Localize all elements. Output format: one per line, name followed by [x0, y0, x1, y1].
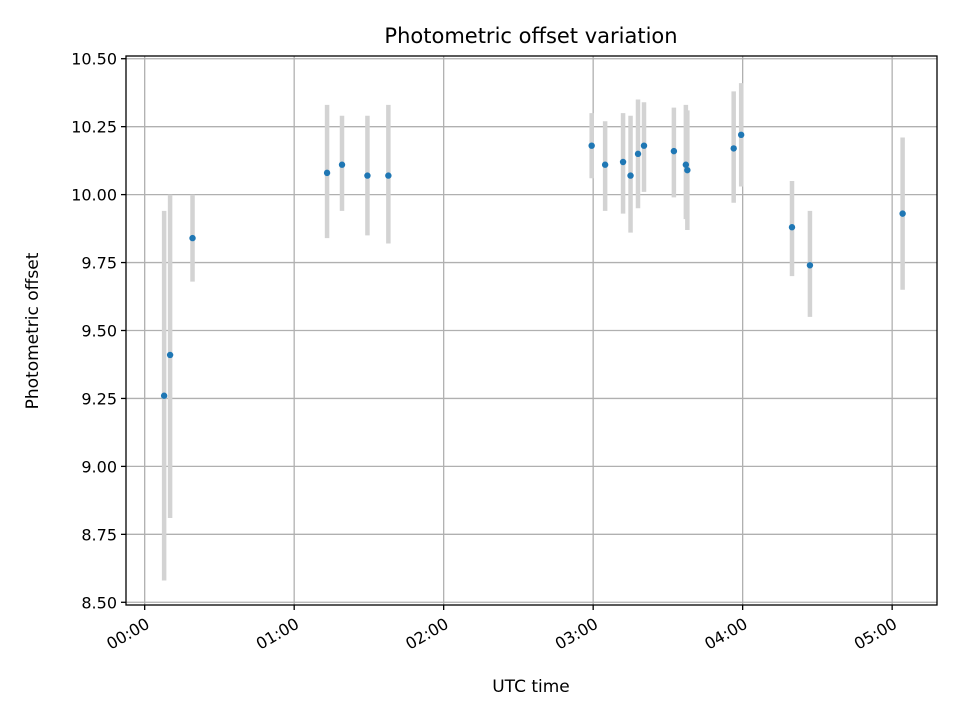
y-axis-label: Photometric offset	[23, 252, 43, 409]
y-tick-label: 10.50	[71, 50, 117, 69]
data-point	[588, 142, 595, 149]
data-point	[634, 150, 642, 158]
error-bars	[161, 83, 905, 581]
chart-title: Photometric offset variation	[384, 24, 677, 48]
data-point	[899, 210, 906, 217]
data-point	[323, 169, 331, 177]
data-point	[737, 131, 745, 139]
data-point	[806, 262, 814, 269]
x-tick-label: 02:00	[402, 614, 451, 654]
data-point	[338, 161, 346, 168]
x-tick-label: 05:00	[851, 614, 900, 654]
data-point	[627, 172, 634, 179]
data-point	[385, 172, 392, 179]
data-point	[682, 161, 690, 168]
axis-ticks: 00:00 01:00 02:00 03:00 04:00 05:00 8.50 8.75 9.…	[71, 50, 900, 654]
x-tick-label: 03:00	[552, 614, 601, 654]
data-point	[619, 158, 627, 166]
x-tick-label: 01:00	[253, 614, 302, 654]
x-tick-label: 04:00	[701, 614, 750, 654]
data-point	[788, 224, 796, 231]
data-point	[166, 351, 174, 359]
data-point	[684, 166, 691, 174]
y-tick-label: 10.25	[71, 118, 117, 137]
y-tick-label: 9.50	[81, 322, 117, 341]
data-point	[189, 234, 196, 242]
y-tick-label: 9.25	[81, 389, 117, 408]
data-point	[364, 172, 371, 179]
y-tick-label: 9.75	[81, 254, 117, 273]
x-axis-label: UTC time	[492, 677, 570, 697]
data-point	[640, 142, 648, 149]
data-point	[730, 145, 737, 152]
y-tick-label: 9.00	[81, 457, 117, 476]
data-point	[160, 392, 168, 399]
x-tick-label: 00:00	[103, 614, 152, 654]
y-tick-label: 8.50	[81, 593, 117, 612]
y-tick-label: 10.00	[71, 186, 117, 205]
data-point	[601, 161, 609, 168]
data-point	[670, 147, 678, 155]
data-points	[160, 131, 906, 399]
grid	[126, 56, 937, 605]
y-tick-label: 8.75	[81, 525, 117, 544]
